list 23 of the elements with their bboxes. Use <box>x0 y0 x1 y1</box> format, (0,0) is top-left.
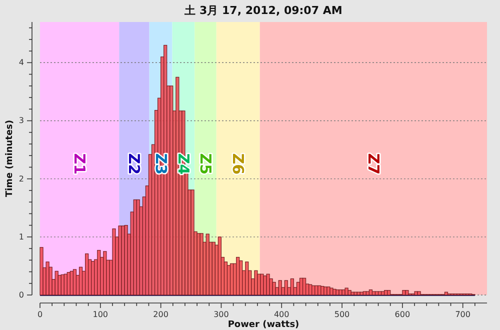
x-tick-label: 700 <box>455 310 470 319</box>
x-tick-label: 300 <box>214 310 229 319</box>
x-axis-title: Power (watts) <box>228 320 300 330</box>
y-axis-title: Time (minutes) <box>5 120 15 198</box>
x-tick-label: 100 <box>92 310 108 319</box>
chart-title: 土 3月 17, 2012, 09:07 AM <box>184 4 342 17</box>
x-tick-label: 400 <box>274 310 290 319</box>
band-label: Z4 <box>174 153 192 175</box>
y-tick-label: 2 <box>18 174 24 184</box>
band-label: Z1 <box>70 153 89 175</box>
band-label: Z6 <box>229 153 248 175</box>
x-tick-label: 500 <box>334 310 350 319</box>
x-tick-label: 0 <box>37 310 43 319</box>
band-label: Z2 <box>125 153 144 175</box>
band-label: Z5 <box>196 153 215 175</box>
x-tick-label: 200 <box>153 310 168 319</box>
y-tick-label: 0 <box>18 290 24 300</box>
x-tick-label: 600 <box>394 310 410 319</box>
y-tick-label: 3 <box>18 116 24 126</box>
band-label: Z3 <box>152 153 170 175</box>
band-label: Z7 <box>364 153 382 175</box>
y-tick-label: 1 <box>18 232 24 242</box>
y-tick-label: 4 <box>18 58 24 68</box>
